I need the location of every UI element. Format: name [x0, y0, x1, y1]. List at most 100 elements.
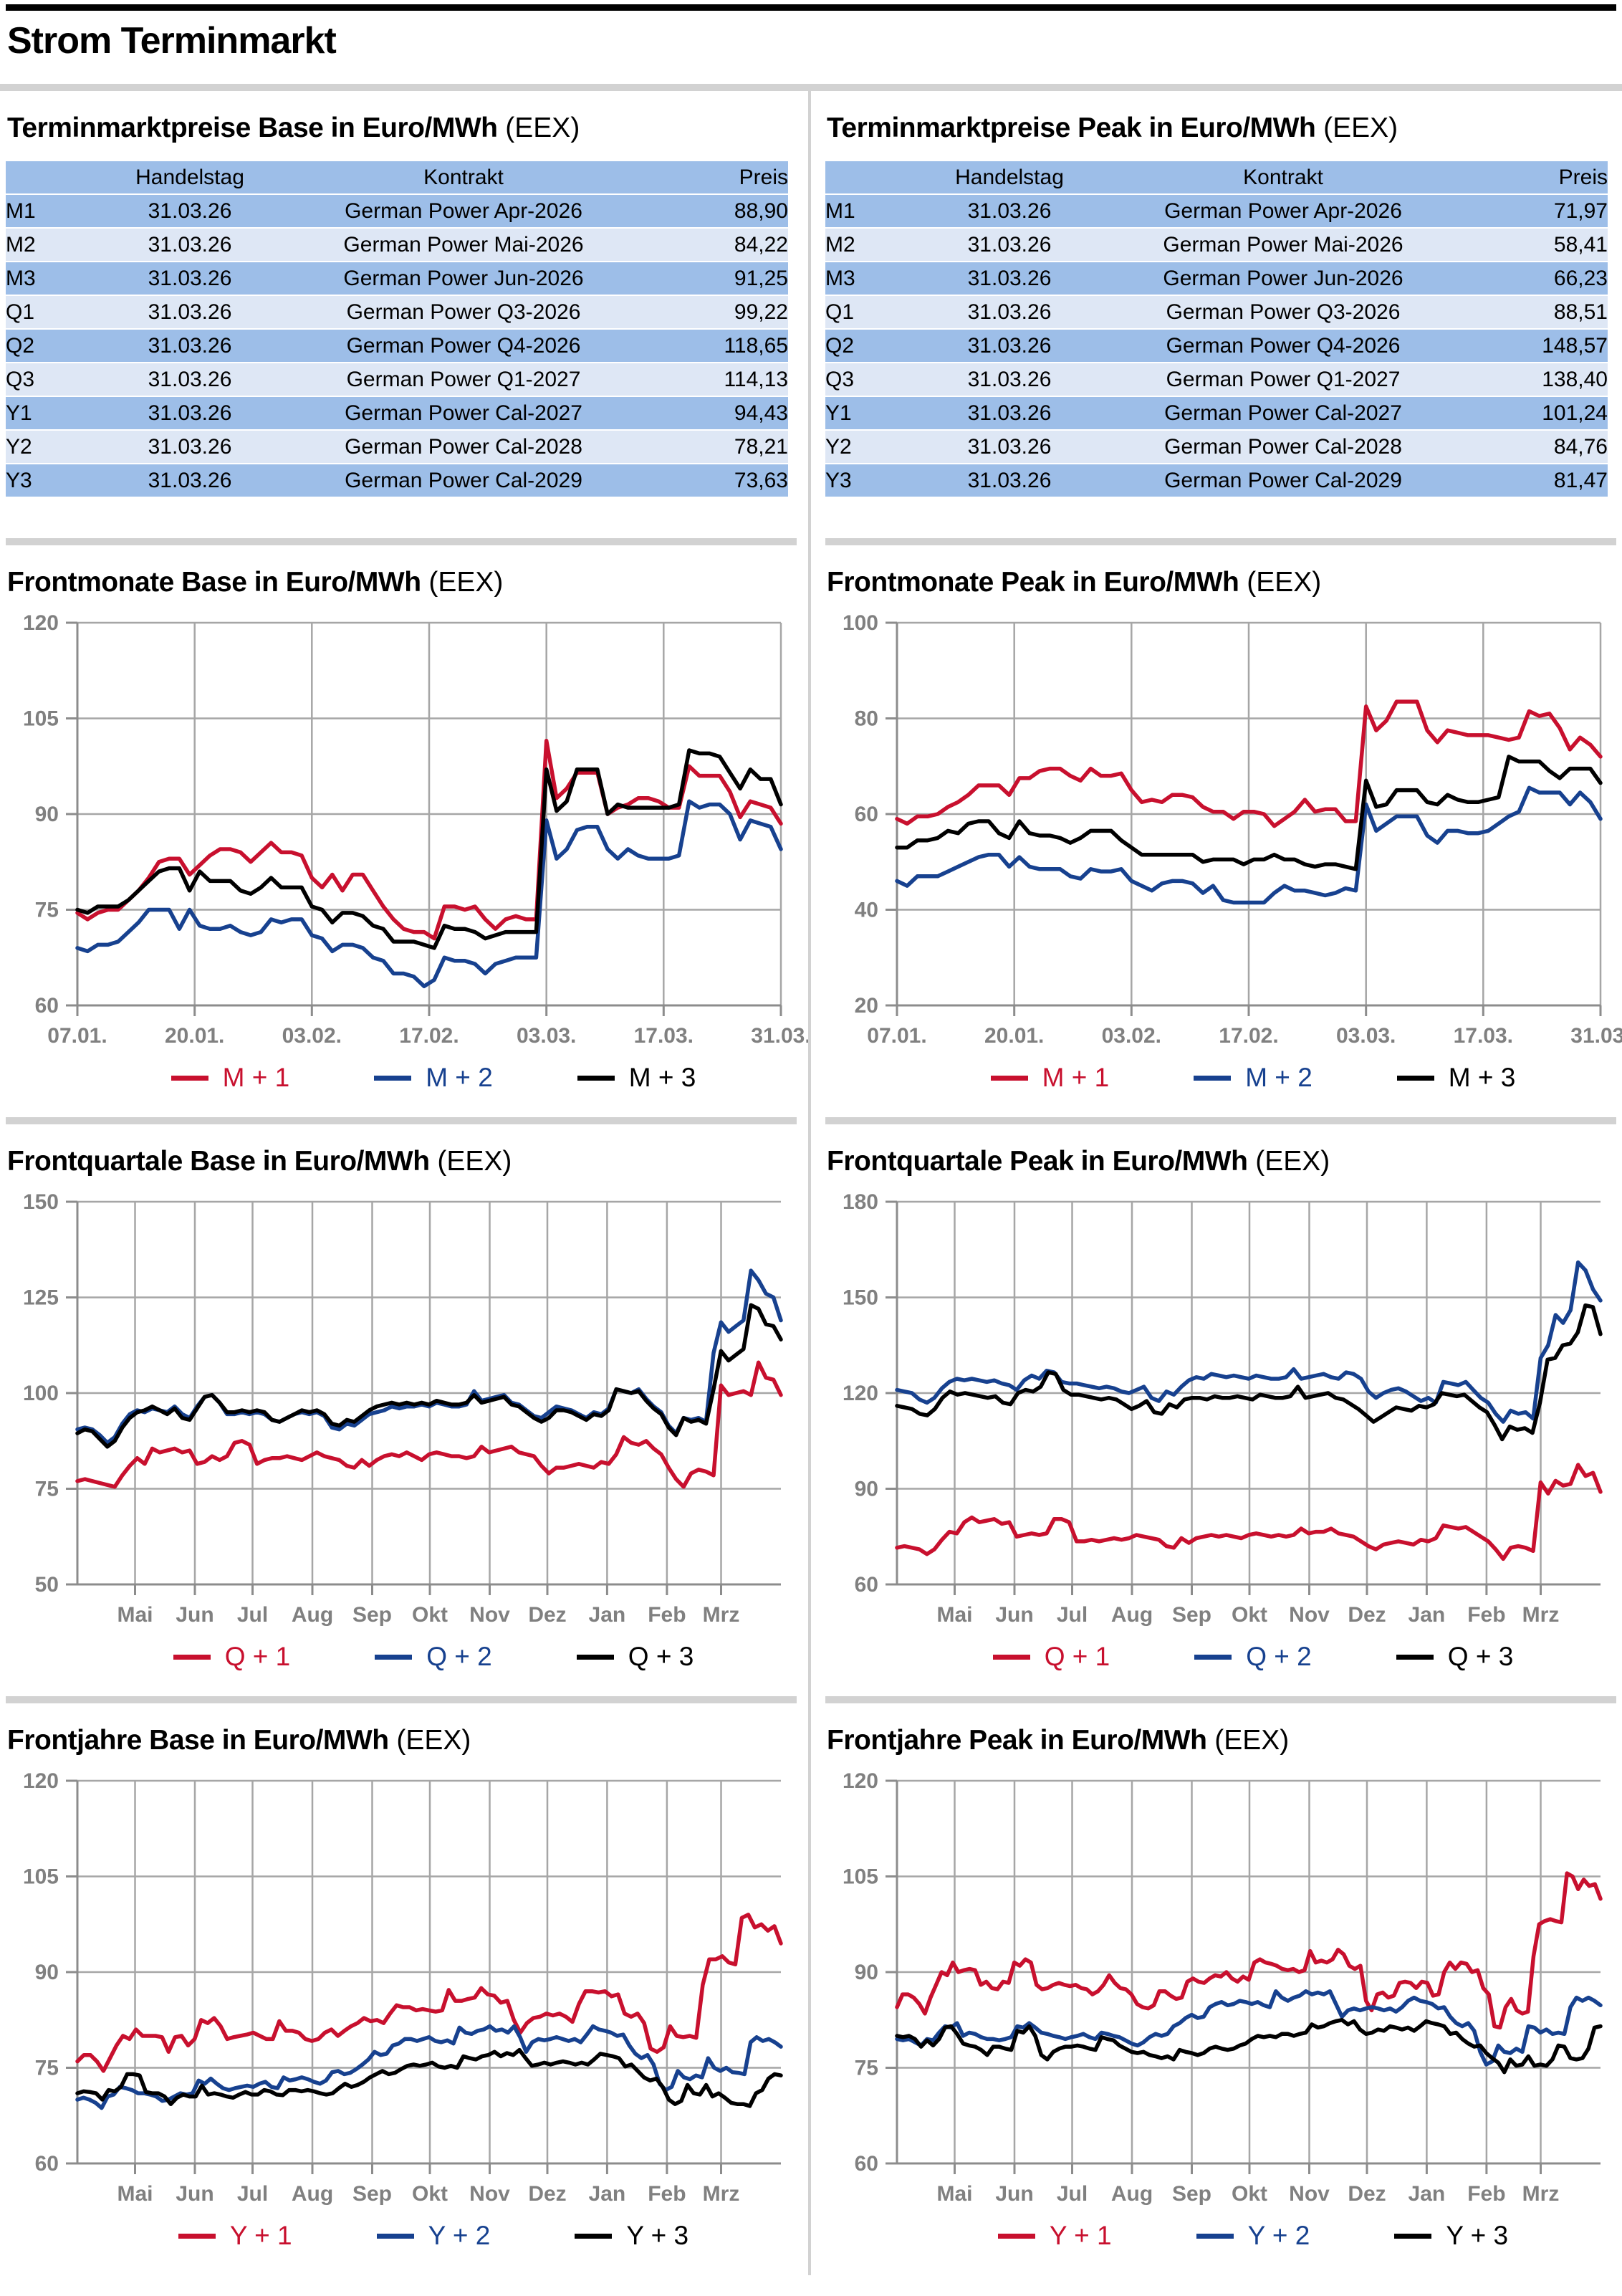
svg-text:Mai: Mai [117, 1603, 153, 1627]
col-header-kontrakt: Kontrakt [1128, 161, 1439, 195]
chart-heading-bold: Frontmonate Peak in Euro/MWh [827, 567, 1239, 598]
svg-text:120: 120 [23, 1769, 59, 1793]
table-cell: German Power Apr-2026 [1128, 195, 1439, 229]
legend-line-swatch [376, 2233, 414, 2239]
legend-line-swatch [171, 1075, 208, 1081]
chart-heading-bold: Frontquartale Peak in Euro/MWh [827, 1146, 1248, 1177]
svg-text:75: 75 [35, 1478, 59, 1501]
svg-text:40: 40 [855, 899, 878, 922]
table-cell: M2 [6, 229, 72, 262]
table-cell: German Power Q1-2027 [1128, 363, 1439, 397]
legend-line-swatch [1396, 1075, 1434, 1081]
table-cell: 73,63 [619, 464, 788, 498]
svg-text:60: 60 [35, 994, 59, 1018]
table-cell: 31.03.26 [72, 431, 308, 464]
legend-line-swatch [1396, 1654, 1434, 1660]
table-row: M3 31.03.26 German Power Jun-2026 91,25 [6, 262, 788, 296]
table-cell: Y3 [825, 464, 891, 498]
table-cell: 99,22 [619, 296, 788, 330]
table-cell: German Power Apr-2026 [308, 195, 619, 229]
section-rule [6, 1696, 797, 1703]
svg-text:60: 60 [855, 803, 878, 826]
table-cell: 31.03.26 [891, 431, 1128, 464]
base-price-table-body: M1 31.03.26 German Power Apr-2026 88,90 M2 31… [6, 195, 788, 498]
svg-text:75: 75 [35, 2057, 59, 2080]
table-cell: Q3 [825, 363, 891, 397]
section-rule [825, 1117, 1616, 1124]
svg-text:Sep: Sep [1172, 2182, 1211, 2206]
table-cell: German Power Cal-2028 [308, 431, 619, 464]
table-cell: 148,57 [1439, 330, 1608, 363]
svg-text:03.02.: 03.02. [1102, 1024, 1161, 1048]
frontjahre-peak-chart: 60 75 90 105 120 Mai Jun Jul Aug Sep Okt Nov Dez Jan F… [825, 1769, 1616, 2211]
chart-svg: 20 40 60 80 100 07.01. 20.01. 03.02. 17.02. 03.03… [843, 611, 1622, 1048]
table-cell: Q3 [6, 363, 72, 397]
chart-heading-suffix: (EEX) [1214, 1725, 1290, 1756]
peak-column: Terminmarktpreise Peak in Euro/MWh (EEX)… [825, 91, 1622, 2275]
legend-label: Y + 2 [1247, 2221, 1310, 2250]
table-cell: Q1 [825, 296, 891, 330]
frontquartale-peak-heading: Frontquartale Peak in Euro/MWh (EEX) [827, 1146, 1616, 1177]
svg-text:150: 150 [843, 1286, 878, 1310]
legend-item: M + 3 [1396, 1063, 1515, 1093]
table-cell: German Power Jun-2026 [1128, 262, 1439, 296]
svg-text:Jul: Jul [237, 1603, 268, 1627]
legend-label: Q + 3 [1447, 1642, 1514, 1671]
legend-item: Q + 3 [576, 1642, 694, 1672]
svg-text:Jun: Jun [995, 2182, 1033, 2206]
table-cell: 31.03.26 [72, 229, 308, 262]
table-cell: 88,51 [1439, 296, 1608, 330]
table-cell: 31.03.26 [891, 262, 1128, 296]
table-cell: German Power Q4-2026 [308, 330, 619, 363]
chart-heading-bold: Frontmonate Base in Euro/MWh [7, 567, 421, 598]
base-price-table: Handelstag Kontrakt Preis M1 31.03.26 Germ… [6, 161, 788, 498]
legend-line-swatch [374, 1075, 412, 1081]
table-cell: Q2 [825, 330, 891, 363]
svg-text:Sep: Sep [352, 1603, 392, 1627]
table-cell: Y3 [6, 464, 72, 498]
legend-item: Y + 1 [178, 2221, 292, 2251]
table-row: Y2 31.03.26 German Power Cal-2028 84,76 [825, 431, 1608, 464]
svg-text:Mai: Mai [936, 2182, 972, 2206]
page-title: Strom Terminmarkt [7, 20, 337, 62]
legend-line-swatch [375, 1654, 413, 1660]
table-cell: 71,97 [1439, 195, 1608, 229]
svg-text:Feb: Feb [648, 2182, 686, 2206]
svg-text:90: 90 [855, 1961, 878, 1984]
svg-text:Nov: Nov [469, 2182, 510, 2206]
frontjahre-base-legend: Y + 1 Y + 2 Y + 3 [70, 2221, 797, 2251]
svg-text:Mrz: Mrz [703, 2182, 740, 2206]
table-row: Q2 31.03.26 German Power Q4-2026 118,65 [6, 330, 788, 363]
table-row: Q3 31.03.26 German Power Q1-2027 138,40 [825, 363, 1608, 397]
legend-item: Q + 1 [992, 1642, 1110, 1672]
table-cell: 91,25 [619, 262, 788, 296]
svg-text:31.03.: 31.03. [751, 1024, 810, 1048]
legend-line-swatch [1194, 1654, 1232, 1660]
svg-text:90: 90 [35, 1961, 59, 1984]
col-header-empty [6, 161, 72, 195]
table-cell: 31.03.26 [72, 397, 308, 431]
svg-text:105: 105 [23, 1865, 59, 1889]
frontjahre-base-chart: 60 75 90 105 120 Mai Jun Jul Aug Sep Okt Nov Dez Jan F… [6, 1769, 797, 2211]
table-cell: 31.03.26 [891, 363, 1128, 397]
chart-heading-bold: Frontjahre Base in Euro/MWh [7, 1725, 389, 1756]
svg-text:60: 60 [855, 2152, 878, 2176]
frontquartale-base-legend: Q + 1 Q + 2 Q + 3 [70, 1642, 797, 1672]
chart-heading-suffix: (EEX) [437, 1146, 512, 1177]
svg-text:105: 105 [23, 707, 59, 731]
table-cell: German Power Cal-2029 [308, 464, 619, 498]
col-header-preis: Preis [619, 161, 788, 195]
svg-text:17.02.: 17.02. [399, 1024, 459, 1048]
svg-text:Dez: Dez [1348, 1603, 1386, 1627]
table-cell: German Power Mai-2026 [308, 229, 619, 262]
svg-text:Mai: Mai [936, 1603, 972, 1627]
legend-label: Y + 3 [1446, 2221, 1509, 2250]
table-row: M2 31.03.26 German Power Mai-2026 58,41 [825, 229, 1608, 262]
table-row: Q3 31.03.26 German Power Q1-2027 114,13 [6, 363, 788, 397]
table-cell: German Power Cal-2029 [1128, 464, 1439, 498]
svg-text:Feb: Feb [1467, 1603, 1505, 1627]
peak-table-heading: Terminmarktpreise Peak in Euro/MWh (EEX) [827, 113, 1616, 144]
table-cell: 31.03.26 [891, 464, 1128, 498]
legend-label: Y + 2 [428, 2221, 491, 2250]
table-cell: 31.03.26 [891, 397, 1128, 431]
